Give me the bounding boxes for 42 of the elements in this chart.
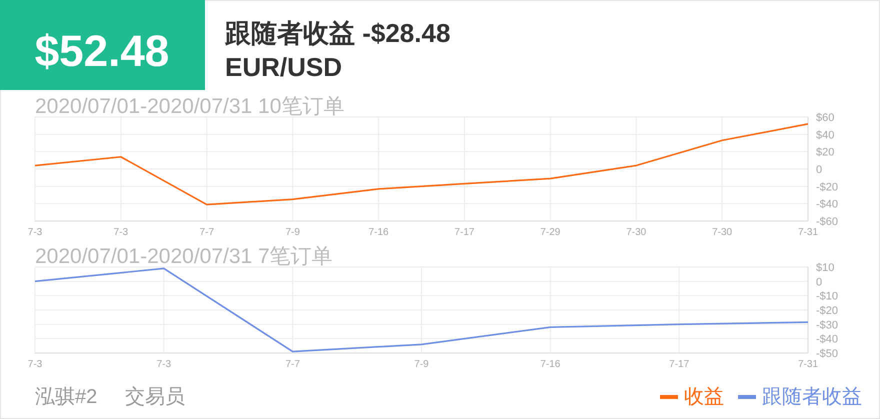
y-tick-label: -$30 xyxy=(816,319,838,332)
x-tick-label: 7-30 xyxy=(626,227,647,238)
text: $52.48 xyxy=(34,27,170,76)
x-tick-label: 7-3 xyxy=(28,227,43,238)
legend-label: 收益 xyxy=(684,386,724,408)
text: EUR/USD xyxy=(225,52,342,82)
y-tick-label: -$60 xyxy=(816,216,838,228)
x-tick-label: 7-9 xyxy=(414,359,430,370)
y-tick-label: -$20 xyxy=(816,305,838,317)
x-tick-label: 7-31 xyxy=(798,359,818,370)
line-series xyxy=(34,123,809,206)
x-tick-label: 7-7 xyxy=(285,359,300,370)
chart-title: 2020/07/01-2020/07/31 7笔订单 xyxy=(35,245,333,268)
legend-label: 跟随者收益 xyxy=(762,386,862,408)
x-tick-label: 7-3 xyxy=(28,359,43,370)
x-tick-label: 7-16 xyxy=(368,227,389,238)
y-tick-label: $60 xyxy=(816,112,834,124)
y-tick-label: -$50 xyxy=(816,348,838,360)
y-tick-label: $40 xyxy=(816,129,834,142)
y-tick-label: 0 xyxy=(816,276,822,288)
x-tick-label: 7-17 xyxy=(669,359,690,370)
x-tick-label: 7-16 xyxy=(540,359,561,370)
text: 泓骐#2 xyxy=(35,386,98,408)
x-tick-label: 7-29 xyxy=(540,227,561,238)
y-tick-label: -$40 xyxy=(816,198,838,211)
x-tick-label: 7-17 xyxy=(454,227,475,238)
x-tick-label: 7-31 xyxy=(798,227,818,238)
x-tick-label: 7-7 xyxy=(200,227,214,238)
text: 跟随者收益 -$28.48 xyxy=(224,18,450,48)
line-series xyxy=(34,268,809,352)
text: 交易员 xyxy=(125,386,185,408)
y-tick-label: -$40 xyxy=(816,334,838,346)
chart-title: 2020/07/01-2020/07/31 10笔订单 xyxy=(35,95,344,118)
y-tick-label: -$20 xyxy=(816,181,838,194)
y-tick-label: -$10 xyxy=(816,290,838,303)
y-tick-label: 0 xyxy=(816,164,822,176)
x-tick-label: 7-30 xyxy=(712,227,733,238)
y-tick-label: $10 xyxy=(816,262,834,274)
x-tick-label: 7-3 xyxy=(156,359,172,370)
y-tick-label: $20 xyxy=(816,146,834,159)
x-tick-label: 7-3 xyxy=(114,227,129,238)
x-tick-label: 7-9 xyxy=(285,227,300,238)
